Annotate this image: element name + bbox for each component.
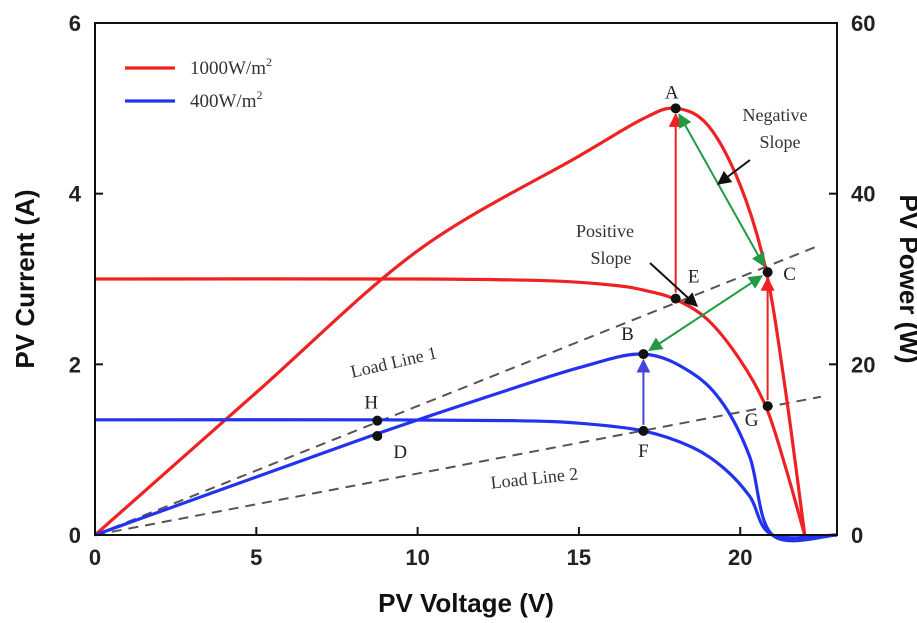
plot-frame: [94, 22, 838, 536]
point-a: [670, 103, 681, 114]
x-tick-label: 20: [728, 545, 752, 570]
arrow-a-c-green: [678, 113, 766, 268]
pointer-negative-slope: [716, 159, 751, 185]
point-label-a: A: [665, 82, 679, 103]
load-line-1-label: Load Line 1: [349, 343, 439, 382]
y-right-tick-label: 40: [851, 182, 875, 207]
y-left-tick-label: 6: [69, 11, 81, 36]
load-line-2-label: Load Line 2: [490, 463, 580, 492]
point-f: [638, 425, 649, 436]
point-b: [638, 349, 649, 360]
legend-label-0: 1000W/m2: [190, 55, 272, 79]
point-label-d: D: [393, 442, 407, 463]
load-line-2: [94, 395, 822, 536]
x-tick-label: 10: [405, 545, 429, 570]
markers-layer: [372, 103, 775, 442]
point-label-e: E: [688, 267, 700, 288]
point-c: [762, 267, 773, 278]
x-tick-label: 0: [89, 545, 101, 570]
point-label-b: B: [621, 324, 634, 345]
y-right-tick-label: 20: [851, 352, 875, 377]
y-right-tick-label: 60: [851, 11, 875, 36]
point-d: [372, 431, 383, 442]
positive-slope-label-line1: Positive: [576, 221, 634, 241]
y-left-axis-title: PV Current (A): [10, 189, 40, 368]
pointer-positive-slope: [649, 262, 699, 307]
y-right-tick-label: 0: [851, 523, 863, 548]
series-1000-power-line: [93, 106, 807, 537]
y-left-tick-label: 4: [69, 182, 82, 207]
point-h: [372, 415, 383, 426]
x-tick-label: 15: [567, 545, 591, 570]
point-label-h: H: [364, 393, 378, 414]
negative-slope-label-line1: Negative: [743, 105, 808, 125]
legend-label-superscript: 2: [257, 88, 263, 102]
x-tick-label: 5: [250, 545, 262, 570]
x-axis-title: PV Voltage (V): [378, 588, 554, 618]
legend-label-superscript: 2: [266, 55, 272, 69]
point-label-f: F: [638, 441, 649, 462]
point-g: [762, 401, 773, 412]
point-label-c: C: [783, 264, 796, 285]
y-left-tick-label: 2: [69, 352, 81, 377]
curves-layer: [93, 106, 838, 543]
legend-label-1: 400W/m2: [190, 88, 263, 112]
point-e: [670, 293, 681, 304]
series-400-power-line: [94, 352, 838, 543]
positive-slope-label-line2: Slope: [590, 248, 631, 268]
y-left-tick-label: 0: [69, 523, 81, 548]
point-label-g: G: [745, 410, 759, 431]
y-right-axis-title: PV Power (W): [894, 194, 917, 363]
negative-slope-label-line2: Slope: [759, 132, 800, 152]
arrow-b-c-green: [648, 275, 763, 352]
